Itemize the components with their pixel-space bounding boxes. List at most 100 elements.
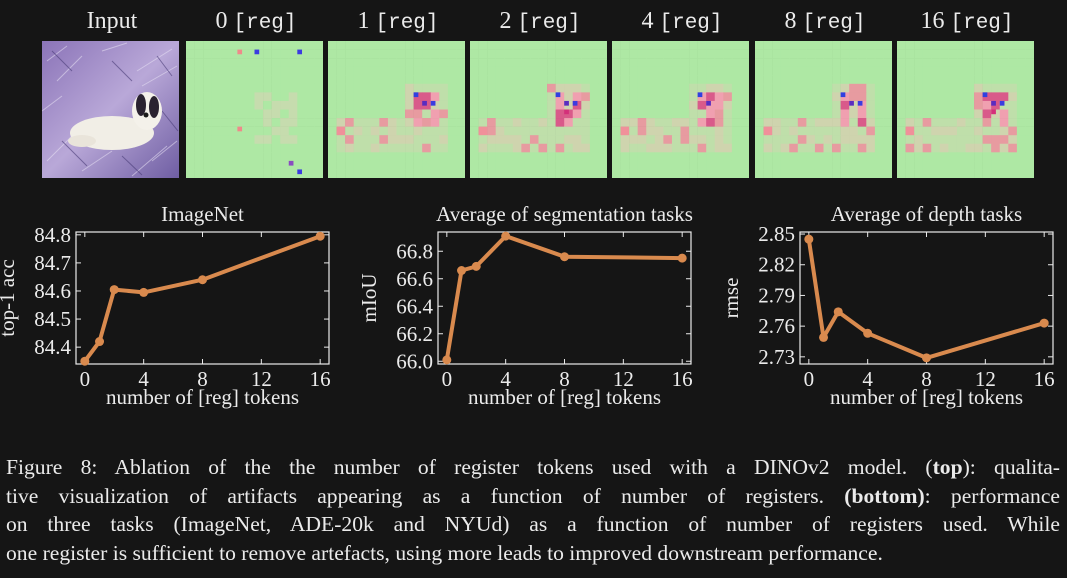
chart-frame <box>799 231 1054 365</box>
attention-map-1-reg <box>328 41 465 178</box>
caption-text: : performance <box>924 483 1060 508</box>
panel-num: 4 <box>641 8 654 34</box>
panel-tag: [reg] <box>233 12 297 35</box>
series-line <box>83 234 321 363</box>
y-tick-label: 2.73 <box>758 345 795 369</box>
data-point <box>677 253 687 263</box>
caption-line-1: Figure 8: Ablation of the the number of … <box>6 453 1060 482</box>
input-header: Input <box>86 8 138 34</box>
caption-text: tive visualization of artifacts appearin… <box>6 483 845 508</box>
panel-header-4: 8 [reg] <box>755 8 895 35</box>
chart-title: ImageNet <box>161 202 244 226</box>
panel-tag: [reg] <box>659 12 723 35</box>
y-tick-label: 66.6 <box>396 267 433 291</box>
caption-line-3: on three tasks (ImageNet, ADE-20k and NY… <box>6 512 1060 536</box>
data-point <box>819 332 829 342</box>
x-tick-label: 0 <box>442 367 453 391</box>
data-point <box>80 356 90 366</box>
panel-num: 2 <box>499 8 512 34</box>
data-point <box>442 355 452 365</box>
x-axis-label: number of [reg] tokens <box>468 385 661 409</box>
panel-num: 0 <box>215 8 228 34</box>
panel-header-5: 16 [reg] <box>897 8 1037 35</box>
x-tick-label: 8 <box>197 367 208 391</box>
x-axis-label: number of [reg] tokens <box>830 385 1023 409</box>
attention-map-2-reg <box>470 41 607 178</box>
series-line <box>444 234 683 361</box>
data-point <box>95 337 105 347</box>
data-point <box>139 287 149 297</box>
y-tick-label: 84.4 <box>34 335 71 359</box>
x-tick-label: 16 <box>1034 367 1055 391</box>
x-tick-label: 8 <box>921 367 932 391</box>
panel-num: 8 <box>784 8 797 34</box>
y-tick-label: 66.0 <box>396 349 433 373</box>
data-point <box>804 234 814 244</box>
caption-line-4: one register is sufficient to remove art… <box>6 540 883 565</box>
chart-frame <box>75 231 330 365</box>
panel-tag: [reg] <box>802 12 866 35</box>
y-tick-label: 2.82 <box>758 253 795 277</box>
panel-header-3: 4 [reg] <box>612 8 752 35</box>
y-tick-label: 2.79 <box>758 283 795 307</box>
x-axis-label: number of [reg] tokens <box>106 385 299 409</box>
y-tick-label: 2.76 <box>758 314 795 338</box>
y-tick-label: 84.8 <box>34 223 71 247</box>
chart-title: Average of depth tasks <box>831 202 1022 226</box>
data-point <box>1039 318 1049 328</box>
attention-map-16-reg <box>897 41 1034 178</box>
panel-tag: [reg] <box>517 12 581 35</box>
y-tick-label: 66.2 <box>396 322 433 346</box>
x-tick-label: 16 <box>672 367 693 391</box>
x-tick-label: 4 <box>500 367 511 391</box>
y-axis-label: top-1 acc <box>0 259 19 337</box>
y-tick-label: 66.8 <box>396 239 433 263</box>
caption-bold: top <box>932 455 963 479</box>
series-line <box>806 238 1045 360</box>
y-tick-label: 84.5 <box>34 307 71 331</box>
data-point <box>863 328 873 338</box>
panel-header-1: 1 [reg] <box>328 8 468 35</box>
x-tick-label: 12 <box>251 367 272 391</box>
panel-num: 16 <box>920 8 945 34</box>
data-point <box>315 231 325 241</box>
attention-map-0-reg <box>186 41 323 178</box>
x-tick-label: 12 <box>613 367 634 391</box>
x-tick-label: 8 <box>559 367 570 391</box>
x-tick-label: 4 <box>862 367 873 391</box>
caption-text: Figure 8: Ablation of the the number of … <box>6 455 933 479</box>
y-axis-label: rmse <box>719 278 743 319</box>
x-tick-label: 0 <box>80 367 91 391</box>
panel-num: 1 <box>357 8 370 34</box>
data-point <box>922 353 931 363</box>
panel-tag: [reg] <box>375 12 439 35</box>
panel-header-0: 0 [reg] <box>186 8 326 35</box>
data-point <box>109 285 119 295</box>
caption-text: ): qualita- <box>962 455 1060 479</box>
attention-map-4-reg <box>612 41 749 178</box>
caption-bold: (bottom) <box>844 483 925 508</box>
panel-header-2: 2 [reg] <box>470 8 610 35</box>
chart-title: Average of segmentation tasks <box>436 202 693 226</box>
attention-map-8-reg <box>755 41 892 178</box>
input-image <box>42 41 179 178</box>
caption-line-2: tive visualization of artifacts appearin… <box>6 482 1060 511</box>
panel-tag: [reg] <box>950 12 1014 35</box>
y-tick-label: 2.85 <box>758 222 795 246</box>
data-point <box>560 252 569 262</box>
x-tick-label: 12 <box>975 367 996 391</box>
y-tick-label: 66.4 <box>396 294 433 318</box>
data-point <box>833 307 843 317</box>
chart-frame <box>437 231 692 365</box>
y-axis-label: mIoU <box>357 274 381 323</box>
x-tick-label: 0 <box>804 367 815 391</box>
x-tick-label: 16 <box>310 367 331 391</box>
x-tick-label: 4 <box>138 367 149 391</box>
y-tick-label: 84.6 <box>34 279 71 303</box>
figure-caption: Figure 8: Ablation of the the number of … <box>6 453 1060 567</box>
ablation-charts: ImageNet number of [reg] tokens top-1 acc 0… <box>0 202 1055 409</box>
data-point <box>198 275 207 285</box>
data-point <box>501 231 511 241</box>
y-tick-label: 84.7 <box>34 251 71 275</box>
data-point <box>471 261 481 271</box>
